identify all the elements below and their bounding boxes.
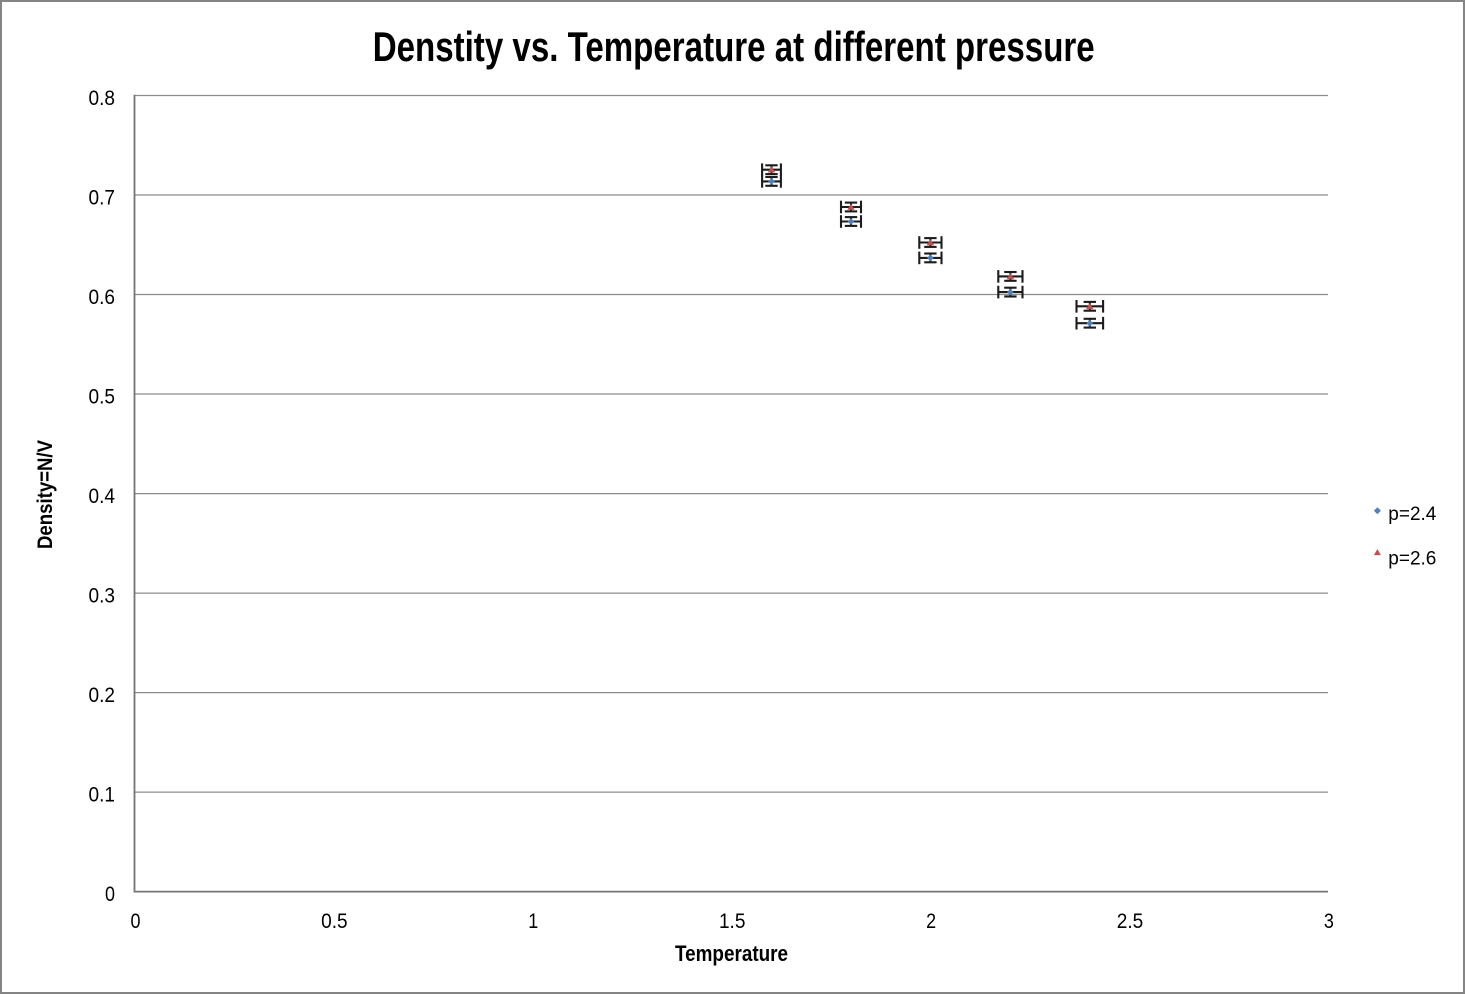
svg-text:3: 3 [1324,910,1334,933]
svg-text:0.5: 0.5 [321,910,348,933]
svg-text:0.1: 0.1 [89,784,116,807]
svg-text:0.6: 0.6 [89,286,116,309]
svg-text:Density=N/V: Density=N/V [33,439,57,549]
svg-text:0.5: 0.5 [89,386,116,409]
svg-text:0.7: 0.7 [89,187,116,210]
svg-text:0.2: 0.2 [89,684,116,707]
svg-text:p=2.4: p=2.4 [1388,504,1437,525]
svg-text:1: 1 [528,910,538,933]
svg-text:0.3: 0.3 [89,585,116,608]
svg-text:2: 2 [926,910,936,933]
svg-text:0.4: 0.4 [89,485,116,508]
svg-text:0: 0 [105,883,115,906]
svg-text:0.8: 0.8 [89,87,116,110]
svg-text:1.5: 1.5 [719,910,746,933]
svg-text:Temperature: Temperature [675,941,788,966]
svg-text:0: 0 [131,910,141,933]
svg-text:p=2.6: p=2.6 [1388,549,1436,570]
svg-text:Denstity vs. Temperature at di: Denstity vs. Temperature at different pr… [373,23,1095,70]
svg-text:2.5: 2.5 [1117,910,1144,933]
